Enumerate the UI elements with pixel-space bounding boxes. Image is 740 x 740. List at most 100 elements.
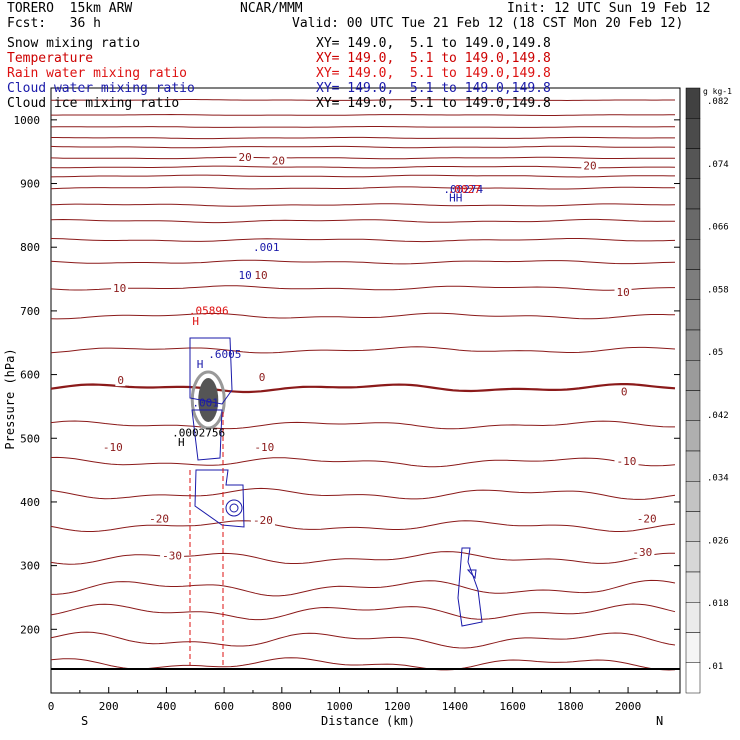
extremum-label: H: [178, 436, 185, 449]
y-tick-label: 800: [20, 241, 40, 254]
isotherm-label-bg: [252, 270, 270, 282]
colorbar-swatch: [685, 178, 701, 210]
extremum-label: 10: [239, 269, 252, 282]
colorbar-swatch: [685, 118, 701, 149]
colorbar-swatch: [685, 541, 701, 573]
center-title: NCAR/MMM: [240, 1, 303, 16]
isotherm-line: [51, 99, 675, 102]
y-tick-label: 200: [20, 623, 40, 636]
snow-core-shading: [198, 378, 219, 423]
y-tick-label: 700: [20, 305, 40, 318]
colorbar-swatch: [685, 299, 701, 331]
colorbar-swatch: [685, 420, 701, 452]
isotherm-line: [51, 136, 675, 140]
model-title: TORERO 15km ARW: [7, 1, 133, 16]
isotherm-label: -10: [103, 441, 123, 454]
colorbar-tick-label: .026: [707, 536, 729, 546]
isotherm-line: [50, 156, 676, 160]
x-axis-south-label: S: [81, 714, 88, 728]
isotherm-label: 20: [239, 151, 252, 164]
isotherm-line: [51, 113, 675, 116]
cloud-water-contour: [466, 569, 477, 580]
isotherm-line: [50, 145, 676, 149]
isotherm-label: -10: [254, 441, 274, 454]
y-tick-label: 500: [20, 432, 40, 445]
isotherm-label-bg: [634, 513, 659, 525]
colorbar-tick-label: .074: [707, 160, 729, 170]
isotherm-label: -10: [617, 455, 637, 468]
isotherm-line: [50, 285, 675, 291]
y-tick-label: 1000: [14, 114, 41, 127]
colorbar-swatch: [685, 450, 701, 482]
isotherm-label: 10: [617, 286, 630, 299]
field-name-temperature: Temperature: [7, 51, 94, 66]
colorbar-swatch: [685, 269, 701, 300]
colorbar-swatch: [685, 511, 701, 542]
isotherm-label: -30: [162, 549, 182, 562]
extremum-label: .001: [253, 241, 280, 254]
isotherm-label: 10: [254, 269, 267, 282]
colorbar-swatch: [685, 571, 701, 603]
isotherm-line: [50, 631, 676, 649]
isotherm-line: [50, 520, 676, 532]
isotherm-label-bg: [630, 547, 655, 559]
extremum-label: HH: [449, 191, 462, 204]
x-tick-label: 1000: [326, 700, 353, 713]
temperature-isotherms: [50, 99, 680, 671]
isotherm-label-bg: [147, 513, 172, 525]
isotherm-label-bg: [614, 287, 632, 299]
isotherm-label-bg: [581, 160, 599, 172]
colorbar-swatch: [685, 329, 701, 361]
colorbar-tick-label: .042: [707, 411, 729, 421]
isotherm-label: -20: [637, 512, 657, 525]
isotherm-line: [50, 420, 675, 430]
isotherm-line: [50, 657, 676, 671]
isotherm-label: 20: [583, 160, 596, 173]
colorbar-swatch: [685, 148, 701, 179]
cloud-water-contour: [225, 499, 243, 517]
x-tick-label: 0: [48, 700, 55, 713]
extremum-label: .00274: [443, 183, 483, 196]
isotherm-line: [50, 174, 675, 178]
isotherm-line: [50, 312, 676, 320]
isotherm-label: -30: [632, 546, 652, 559]
field-xy-snow: XY= 149.0, 5.1 to 149.0,149.8: [316, 36, 551, 51]
valid-time: Valid: 00 UTC Tue 21 Feb 12 (18 CST Mon …: [292, 16, 684, 31]
isotherm-line: [50, 203, 676, 207]
colorbar-swatch: [685, 87, 701, 119]
field-name-cloud-ice: Cloud ice mixing ratio: [7, 96, 180, 111]
isotherm-line: [50, 603, 676, 621]
isotherm-line: [50, 551, 676, 565]
y-axis-label: Pressure (hPa): [3, 348, 17, 449]
isotherm-label-bg: [236, 152, 254, 164]
init-time: Init: 12 UTC Sun 19 Feb 12: [507, 1, 711, 16]
extremum-label: .001: [192, 396, 219, 409]
isotherm-label-bg: [269, 155, 287, 167]
isotherm-label: 20: [272, 154, 285, 167]
y-tick-label: 900: [20, 178, 40, 191]
isotherm-label: -20: [149, 512, 169, 525]
x-tick-label: 400: [156, 700, 176, 713]
field-xy-temperature: XY= 149.0, 5.1 to 149.0,149.8: [316, 51, 551, 66]
colorbar-swatch: [685, 360, 701, 391]
isotherm-line: [50, 456, 676, 468]
colorbar-tick-label: .058: [707, 285, 729, 295]
x-axis-label: Distance (km): [321, 714, 415, 728]
x-tick-label: 1800: [557, 700, 584, 713]
isotherm-label: 0: [259, 371, 266, 384]
colorbar-tick-label: .082: [707, 97, 729, 107]
isotherm-label: 0: [621, 386, 628, 399]
x-tick-label: 1400: [442, 700, 469, 713]
isotherm-label-bg: [614, 456, 639, 468]
colorbar-tick-label: .066: [707, 223, 729, 233]
y-tick-label: 400: [20, 496, 40, 509]
colorbar-swatch: [685, 602, 701, 633]
plot-frame: [50, 87, 681, 694]
colorbar-tick-label: .018: [707, 599, 729, 609]
extremum-label: H: [197, 358, 204, 371]
isotherm-label: 10: [113, 282, 126, 295]
field-xy-rain: XY= 149.0, 5.1 to 149.0,149.8: [316, 66, 551, 81]
colorbar-units: g kg-1: [703, 87, 732, 96]
